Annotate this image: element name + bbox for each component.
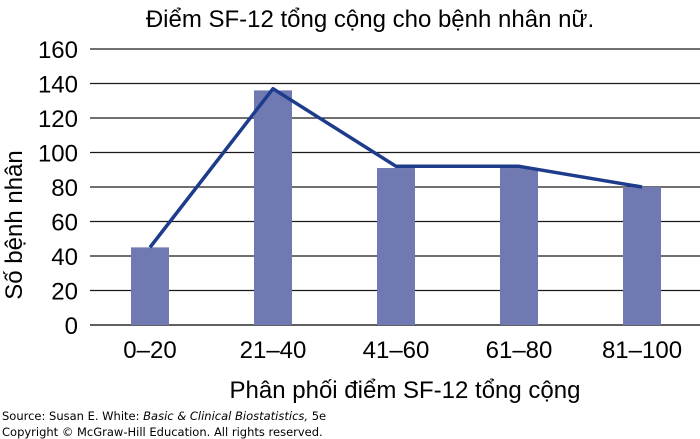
x-axis-label: Phân phối điểm SF-12 tổng cộng	[230, 377, 581, 404]
x-tick-label: 0–20	[123, 337, 176, 364]
source-prefix: Source: Susan E. White:	[2, 409, 144, 423]
y-tick-label: 140	[38, 72, 78, 99]
y-tick-label: 120	[38, 106, 78, 133]
y-tick-label: 40	[51, 244, 78, 271]
copyright-text: Copyright © McGraw-Hill Education. All r…	[2, 425, 323, 439]
y-tick-label: 20	[51, 279, 78, 306]
x-tick-label: 81–100	[602, 337, 682, 364]
source-book-title: Basic & Clinical Biostatistics,	[143, 409, 309, 423]
x-tick-label: 41–60	[363, 337, 430, 364]
y-axis-label: Số bệnh nhân	[1, 150, 28, 299]
y-axis-ticks: 0 20 40 60 80 100 120 140 160	[38, 37, 78, 340]
bar	[377, 168, 415, 325]
y-tick-label: 160	[38, 37, 78, 64]
y-tick-label: 60	[51, 210, 78, 237]
bar	[131, 247, 169, 325]
x-axis-ticks: 0–20 21–40 41–60 61–80 81–100	[123, 337, 682, 364]
chart-title: Điểm SF-12 tổng cộng cho bệnh nhân nữ.	[146, 6, 594, 33]
y-tick-label: 80	[51, 175, 78, 202]
bar	[254, 90, 292, 326]
source-edition: 5e	[308, 409, 327, 423]
y-tick-label: 100	[38, 141, 78, 168]
x-tick-label: 61–80	[486, 337, 553, 364]
y-tick-label: 0	[65, 313, 78, 340]
bar	[500, 168, 538, 325]
x-tick-label: 21–40	[240, 337, 307, 364]
trend-line	[148, 86, 643, 249]
copyright-notice: Copyright © McGraw-Hill Education. All r…	[2, 425, 323, 439]
chart: Điểm SF-12 tổng cộng cho bệnh nhân nữ. 0…	[1, 6, 700, 404]
bars	[131, 90, 661, 326]
source-citation: Source: Susan E. White: Basic & Clinical…	[2, 409, 326, 423]
bar	[623, 187, 661, 325]
trend-line-path	[148, 86, 643, 249]
